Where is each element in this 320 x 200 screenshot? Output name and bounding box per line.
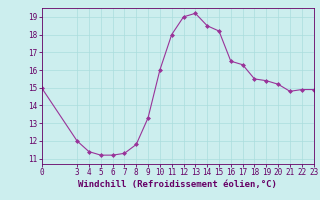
X-axis label: Windchill (Refroidissement éolien,°C): Windchill (Refroidissement éolien,°C) [78, 180, 277, 189]
